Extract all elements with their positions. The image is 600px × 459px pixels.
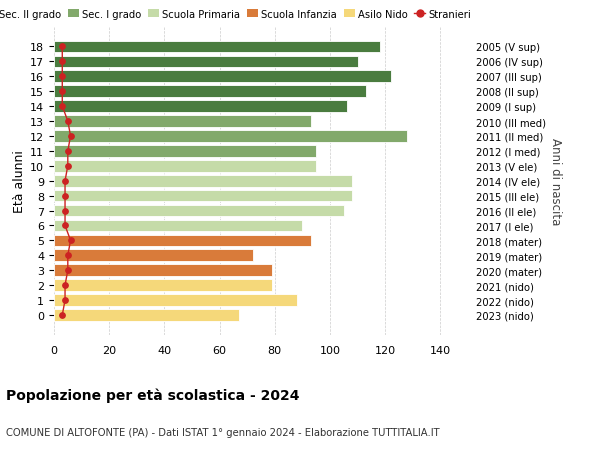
Point [58,59,67,66]
Point [60,192,70,200]
Point [60,297,70,304]
Point [63,252,73,259]
Bar [54,309,239,321]
Legend: Sec. II grado, Sec. I grado, Scuola Primaria, Scuola Infanzia, Asilo Nido, Stran: Sec. II grado, Sec. I grado, Scuola Prim… [0,10,471,19]
Bar [54,101,347,112]
Point [58,73,67,81]
Bar [54,190,352,202]
Bar [54,161,316,172]
Point [58,103,67,111]
Point [66,133,76,140]
Y-axis label: Età alunni: Età alunni [13,150,26,213]
Text: Popolazione per età scolastica - 2024: Popolazione per età scolastica - 2024 [6,388,299,403]
Bar [54,56,358,68]
Point [60,207,70,215]
Point [66,237,76,245]
Bar [54,265,272,276]
Y-axis label: Anni di nascita: Anni di nascita [550,138,562,225]
Point [63,163,73,170]
Bar [54,41,380,53]
Bar [54,205,344,217]
Text: COMUNE DI ALTOFONTE (PA) - Dati ISTAT 1° gennaio 2024 - Elaborazione TUTTITALIA.: COMUNE DI ALTOFONTE (PA) - Dati ISTAT 1°… [6,427,440,437]
Bar [54,235,311,246]
Point [58,88,67,95]
Point [60,222,70,230]
Point [63,148,73,155]
Point [60,282,70,289]
Bar [54,295,297,306]
Bar [54,280,272,291]
Bar [54,131,407,142]
Point [58,312,67,319]
Bar [54,220,302,232]
Bar [54,146,316,157]
Bar [54,86,366,98]
Bar [54,116,311,128]
Bar [54,71,391,83]
Bar [54,250,253,262]
Bar [54,175,352,187]
Point [63,118,73,125]
Point [63,267,73,274]
Point [60,178,70,185]
Point [58,44,67,51]
